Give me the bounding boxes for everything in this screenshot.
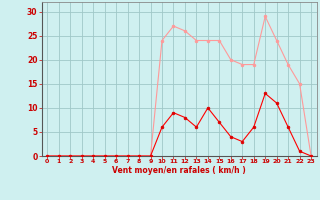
X-axis label: Vent moyen/en rafales ( km/h ): Vent moyen/en rafales ( km/h ) xyxy=(112,166,246,175)
